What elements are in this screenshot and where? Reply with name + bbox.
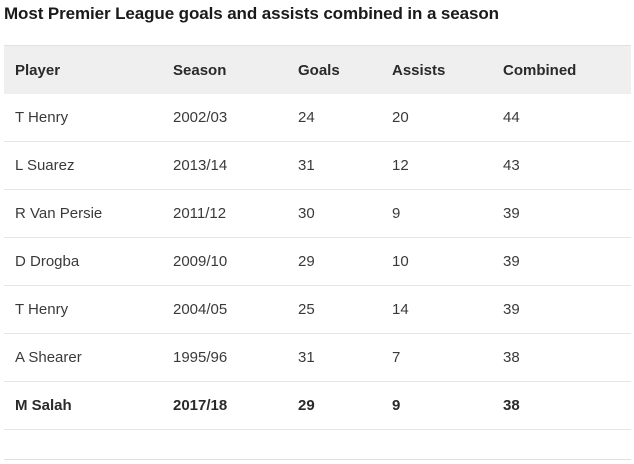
header-goals: Goals — [298, 61, 340, 79]
cell-assists: 12 — [392, 157, 409, 174]
cell-combined: 38 — [503, 397, 520, 414]
cell-player: D Drogba — [15, 253, 80, 270]
table-row: R Van Persie 2011/12 30 9 39 — [4, 190, 631, 238]
table-row: T Henry 2002/03 24 20 44 — [4, 94, 631, 142]
cell-season: 2017/18 — [173, 397, 228, 414]
table-row: A Shearer 1995/96 31 7 38 — [4, 334, 631, 382]
stats-table: Player Season Goals Assists Combined T H… — [4, 45, 631, 430]
cell-combined: 44 — [503, 109, 520, 126]
cell-assists: 14 — [392, 301, 409, 318]
cell-season: 1995/96 — [173, 349, 228, 366]
cell-goals: 30 — [298, 205, 315, 222]
header-player: Player — [15, 61, 61, 79]
cell-assists: 7 — [392, 349, 401, 366]
header-combined: Combined — [503, 61, 577, 79]
cell-goals: 29 — [298, 397, 315, 414]
cell-player: T Henry — [15, 109, 69, 126]
table-title: Most Premier League goals and assists co… — [4, 4, 499, 23]
cell-goals: 29 — [298, 253, 315, 270]
header-assists: Assists — [392, 61, 446, 79]
cell-goals: 31 — [298, 349, 315, 366]
cell-player: T Henry — [15, 301, 69, 318]
cell-assists: 10 — [392, 253, 409, 270]
cell-player: A Shearer — [15, 349, 82, 366]
cell-assists: 20 — [392, 109, 409, 126]
cell-season: 2002/03 — [173, 109, 228, 126]
table-row: T Henry 2004/05 25 14 39 — [4, 286, 631, 334]
cell-season: 2004/05 — [173, 301, 228, 318]
cell-combined: 39 — [503, 205, 520, 222]
table-row: L Suarez 2013/14 31 12 43 — [4, 142, 631, 190]
cell-combined: 43 — [503, 157, 520, 174]
header-season: Season — [173, 61, 227, 79]
bottom-divider — [4, 459, 631, 460]
cell-season: 2011/12 — [173, 205, 227, 222]
cell-player: M Salah — [15, 397, 72, 414]
cell-player: R Van Persie — [15, 205, 103, 222]
table-row: D Drogba 2009/10 29 10 39 — [4, 238, 631, 286]
cell-combined: 38 — [503, 349, 520, 366]
cell-goals: 25 — [298, 301, 315, 318]
cell-season: 2009/10 — [173, 253, 228, 270]
cell-player: L Suarez — [15, 157, 75, 174]
cell-assists: 9 — [392, 397, 401, 414]
cell-season: 2013/14 — [173, 157, 228, 174]
cell-combined: 39 — [503, 253, 520, 270]
table-header: Player Season Goals Assists Combined — [4, 45, 631, 94]
cell-assists: 9 — [392, 205, 401, 222]
cell-combined: 39 — [503, 301, 520, 318]
cell-goals: 31 — [298, 157, 315, 174]
cell-goals: 24 — [298, 109, 315, 126]
table-row: M Salah 2017/18 29 9 38 — [4, 382, 631, 430]
